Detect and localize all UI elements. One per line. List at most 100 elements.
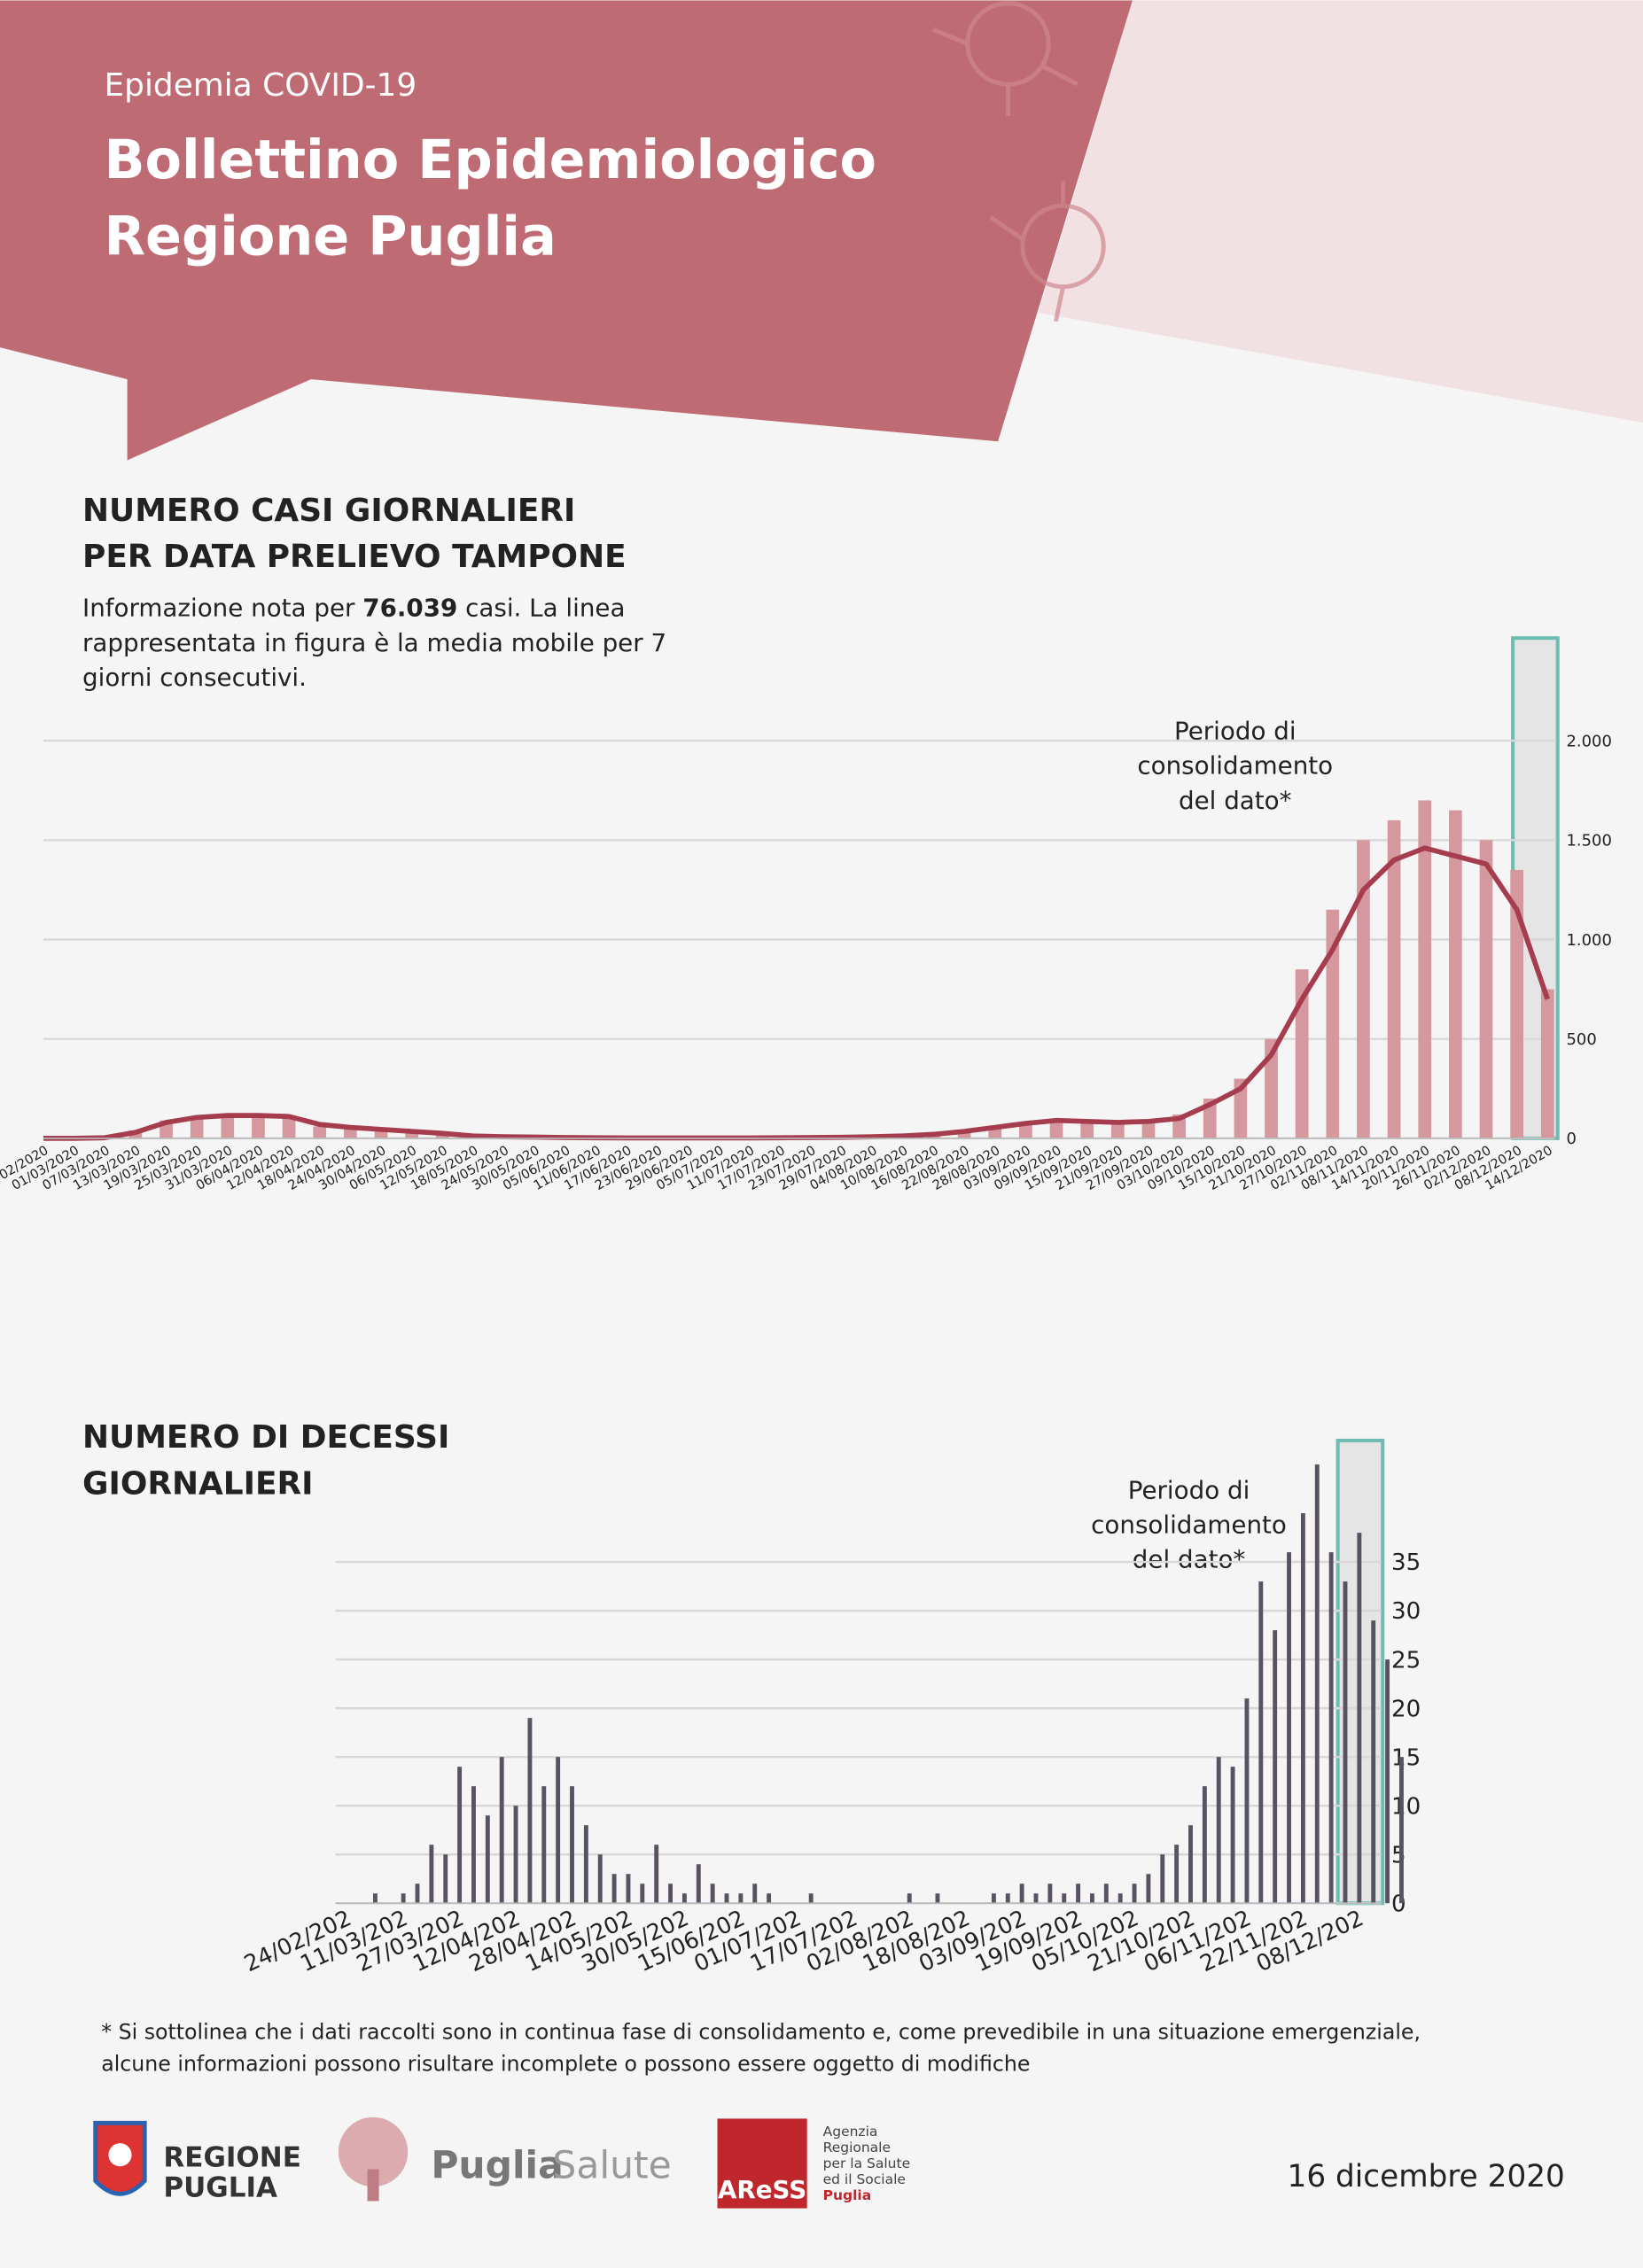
bar bbox=[344, 1128, 357, 1138]
bar bbox=[313, 1126, 327, 1138]
bar bbox=[640, 1884, 645, 1904]
bar bbox=[1357, 840, 1370, 1138]
description-text: Informazione nota per bbox=[82, 594, 355, 623]
bar bbox=[1540, 989, 1554, 1138]
tree-trunk bbox=[367, 2169, 379, 2202]
bar bbox=[1019, 1884, 1024, 1904]
bar bbox=[1385, 1659, 1390, 1904]
bar bbox=[1146, 1874, 1151, 1904]
bar bbox=[1110, 1122, 1125, 1138]
bar bbox=[282, 1118, 296, 1138]
bar bbox=[1449, 810, 1462, 1138]
bar bbox=[696, 1864, 701, 1904]
bar bbox=[401, 1893, 406, 1904]
y-tick-label: 35 bbox=[1391, 1550, 1421, 1576]
bar bbox=[1371, 1620, 1376, 1904]
bar bbox=[1357, 1533, 1362, 1904]
y-tick-label: 0 bbox=[1391, 1891, 1406, 1917]
footnote: * Si sottolinea che i dati raccolti sono… bbox=[101, 2020, 1421, 2045]
bar bbox=[1019, 1122, 1032, 1138]
bar bbox=[654, 1845, 659, 1904]
bar bbox=[221, 1116, 235, 1138]
chart-title: PER DATA PRELIEVO TAMPONE bbox=[82, 539, 627, 575]
bar bbox=[991, 1893, 996, 1904]
bar bbox=[1076, 1884, 1081, 1904]
bar bbox=[611, 1874, 617, 1904]
bar bbox=[808, 1893, 814, 1904]
bar bbox=[1399, 1757, 1404, 1904]
bar bbox=[443, 1854, 448, 1904]
logo-text: AReSS bbox=[718, 2175, 806, 2204]
bar bbox=[583, 1825, 588, 1904]
bar bbox=[513, 1806, 518, 1904]
bar bbox=[1202, 1786, 1207, 1904]
chart-description: giorni consecutivi. bbox=[82, 663, 307, 692]
y-tick-label: 30 bbox=[1391, 1598, 1421, 1625]
bar bbox=[1141, 1120, 1156, 1138]
bar bbox=[415, 1884, 420, 1904]
bar bbox=[724, 1893, 729, 1904]
bar bbox=[485, 1815, 490, 1904]
bar bbox=[499, 1757, 504, 1904]
bar bbox=[710, 1884, 715, 1904]
logo-regione: REGIONE PUGLIA bbox=[93, 2120, 301, 2204]
footnote: alcune informazioni possono risultare in… bbox=[101, 2052, 1030, 2077]
bar bbox=[1244, 1698, 1250, 1904]
header-kicker: Epidemia COVID-19 bbox=[105, 67, 417, 104]
bar bbox=[935, 1893, 940, 1904]
bar bbox=[1510, 869, 1523, 1138]
description-highlight: 76.039 bbox=[362, 594, 457, 623]
header-title: Bollettino Epidemiologico bbox=[105, 129, 876, 191]
bar bbox=[752, 1884, 758, 1904]
bar bbox=[1049, 1118, 1063, 1138]
bar bbox=[405, 1132, 418, 1138]
bar bbox=[668, 1884, 673, 1904]
bar bbox=[738, 1893, 744, 1904]
logo-text: Salute bbox=[552, 2144, 671, 2187]
chart-description: rappresentata in figura è la media mobil… bbox=[82, 628, 666, 657]
annotation: del dato* bbox=[1133, 1545, 1246, 1574]
y-tick-label: 20 bbox=[1391, 1696, 1421, 1722]
bar bbox=[471, 1786, 476, 1904]
chart-title: GIORNALIERI bbox=[82, 1465, 314, 1502]
bar bbox=[626, 1874, 631, 1904]
y-tick-label: 15 bbox=[1391, 1744, 1421, 1771]
chart-title: NUMERO DI DECESSI bbox=[82, 1419, 449, 1456]
bar bbox=[1314, 1464, 1320, 1904]
bar bbox=[190, 1116, 204, 1138]
logo-aress: AReSS Agenzia Regionale per la Salute ed… bbox=[717, 2118, 911, 2209]
bar bbox=[1258, 1581, 1264, 1904]
bar bbox=[1418, 800, 1432, 1138]
bar bbox=[527, 1718, 533, 1904]
bar bbox=[1287, 1552, 1291, 1904]
description-text: casi. La linea bbox=[465, 594, 625, 623]
annotation: consolidamento bbox=[1091, 1510, 1287, 1539]
bar bbox=[1160, 1854, 1165, 1904]
y-tick-label: 1.000 bbox=[1567, 931, 1612, 950]
bar bbox=[570, 1786, 574, 1904]
header-accent bbox=[1038, 0, 1643, 423]
bar bbox=[457, 1767, 463, 1904]
y-tick-label: 0 bbox=[1567, 1130, 1577, 1148]
bar bbox=[374, 1130, 388, 1138]
virus-icon bbox=[931, 1, 1106, 322]
bar bbox=[1265, 1038, 1278, 1138]
logo-text: REGIONE bbox=[163, 2141, 301, 2173]
bar bbox=[1216, 1757, 1221, 1904]
bar bbox=[681, 1893, 687, 1904]
bar bbox=[1328, 1552, 1334, 1904]
y-tick-label: 25 bbox=[1391, 1647, 1421, 1674]
logo-text: per la Salute bbox=[823, 2155, 911, 2171]
header-title: Regione Puglia bbox=[105, 206, 557, 268]
bar bbox=[1047, 1884, 1053, 1904]
bar bbox=[541, 1786, 547, 1904]
bar bbox=[1273, 1630, 1278, 1904]
y-tick-label: 5 bbox=[1391, 1842, 1406, 1868]
bar bbox=[767, 1893, 772, 1904]
bar bbox=[1174, 1845, 1180, 1904]
bar bbox=[1090, 1893, 1094, 1904]
bar bbox=[1005, 1893, 1010, 1904]
logo-text: Puglia bbox=[823, 2187, 872, 2203]
bar bbox=[252, 1114, 265, 1138]
